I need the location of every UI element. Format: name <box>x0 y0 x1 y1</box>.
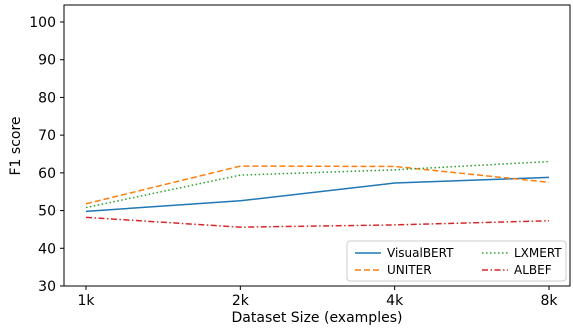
y-tick-label: 60 <box>38 166 56 182</box>
y-tick-label: 90 <box>38 53 56 69</box>
legend-label-lxmert: LXMERT <box>514 246 562 260</box>
legend-frame <box>346 240 567 282</box>
legend-label-uniter: UNITER <box>387 263 432 277</box>
legend-label-visualbert: VisualBERT <box>387 246 454 260</box>
y-tick-label: 30 <box>38 279 56 295</box>
legend-label-albef: ALBEF <box>514 263 552 277</box>
x-tick-label: 8k <box>540 293 558 309</box>
series-lines <box>85 160 550 228</box>
series-line-visualbert <box>85 176 550 213</box>
x-tick-label: 1k <box>77 293 95 309</box>
y-tick-label: 80 <box>38 90 56 106</box>
y-tick-label: 50 <box>38 204 56 220</box>
plot-area <box>63 4 571 287</box>
x-axis-label: Dataset Size (examples) <box>232 310 403 326</box>
y-axis-label: F1 score <box>8 116 24 175</box>
x-tick-label: 2k <box>232 293 250 309</box>
series-line-albef <box>85 216 550 228</box>
series-line-lxmert <box>85 160 550 209</box>
series-line-uniter <box>85 165 550 205</box>
legend: VisualBERT UNITER LXMERT ALBEF <box>346 240 567 282</box>
y-tick-label: 100 <box>29 15 56 31</box>
x-axis: 1k 2k 4k 8k <box>77 286 558 309</box>
x-tick-label: 4k <box>386 293 404 309</box>
y-axis: 30 40 50 60 70 80 90 100 <box>29 15 64 295</box>
y-tick-label: 70 <box>38 128 56 144</box>
y-tick-label: 40 <box>38 241 56 257</box>
